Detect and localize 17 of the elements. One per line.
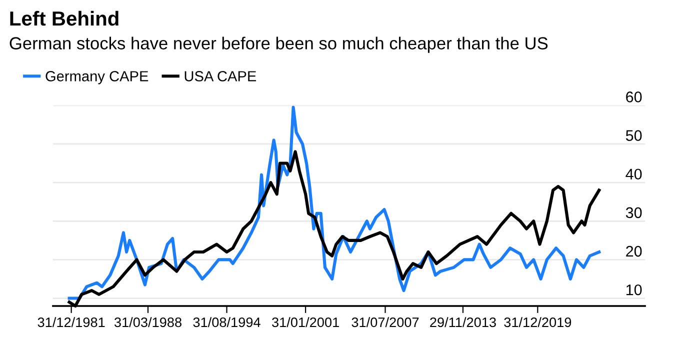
x-tick-label: 31/07/2007 xyxy=(352,317,419,328)
x-tick-label: 31/03/1988 xyxy=(114,317,182,328)
y-tick-label: 60 xyxy=(626,92,642,102)
x-tick-label: 31/01/2001 xyxy=(272,317,339,328)
y-tick-label: 20 xyxy=(626,246,642,257)
y-tick-label: 30 xyxy=(626,207,642,218)
y-tick-label: 50 xyxy=(626,130,642,141)
x-tick-label: 31/08/1994 xyxy=(193,317,260,328)
x-tick-label: 29/11/2013 xyxy=(430,317,496,328)
chart-subtitle: German stocks have never before been so much cheaper than the US xyxy=(10,36,548,53)
legend-label: Germany CAPE xyxy=(46,71,148,84)
x-tick-label: 31/12/2019 xyxy=(504,317,572,328)
x-tick-label: 31/12/1981 xyxy=(38,317,105,328)
y-tick-label: 10 xyxy=(626,284,642,296)
legend-label: USA CAPE xyxy=(184,71,256,82)
y-tick-label: 40 xyxy=(626,168,642,180)
chart-title: Left Behind xyxy=(10,10,118,26)
